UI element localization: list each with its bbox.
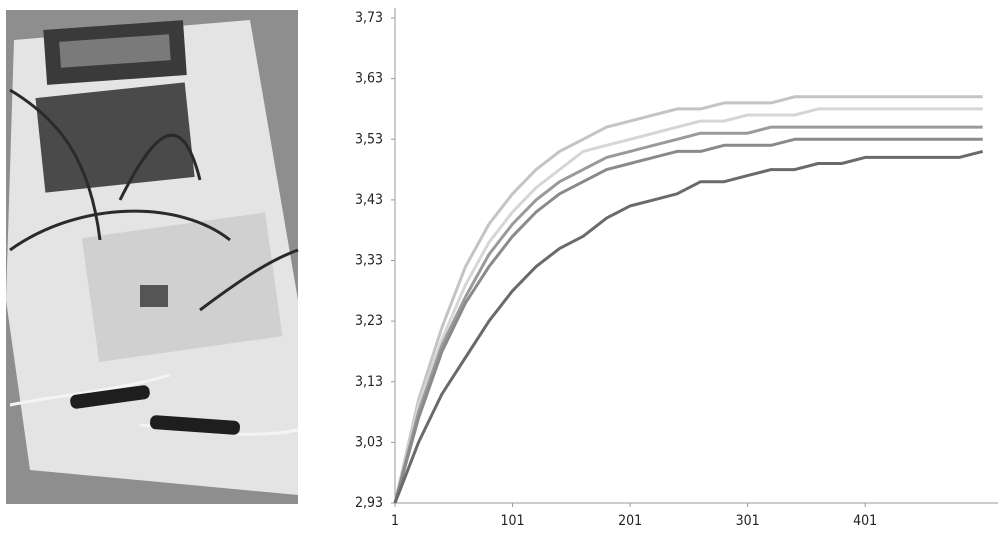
y-tick-label: 3,43 xyxy=(355,192,383,208)
y-tick-label: 3,13 xyxy=(355,374,383,390)
photo xyxy=(6,10,299,504)
y-tick-label: 3,03 xyxy=(355,434,383,450)
x-tick-label: 1 xyxy=(391,513,399,529)
y-tick-label: 3,23 xyxy=(355,313,383,329)
x-tick-label: 401 xyxy=(853,513,877,529)
breadboard xyxy=(81,212,283,362)
series-line xyxy=(393,107,983,504)
x-tick-label: 301 xyxy=(736,513,760,529)
arduino xyxy=(35,82,195,193)
y-tick-label: 3,63 xyxy=(355,71,383,87)
series-line xyxy=(393,149,984,504)
wires xyxy=(9,88,299,312)
clip xyxy=(150,415,240,435)
series-line xyxy=(393,95,983,504)
clip xyxy=(70,385,150,409)
component xyxy=(140,285,168,307)
lcd-screen xyxy=(59,34,171,68)
x-tick-label: 101 xyxy=(501,513,525,529)
series-line xyxy=(393,125,983,504)
chart: 2,93 3,03 3,13 3,23 3,33 3,43 3,53 3,63 3,73 1 101… xyxy=(355,8,998,529)
y-tick-label: 2,93 xyxy=(355,495,383,511)
y-tick-label: 3,33 xyxy=(355,253,383,269)
y-tick-label: 3,53 xyxy=(355,131,383,147)
y-tick-label: 3,73 xyxy=(355,10,383,26)
x-tick-label: 201 xyxy=(618,513,642,529)
series-line xyxy=(393,137,983,504)
